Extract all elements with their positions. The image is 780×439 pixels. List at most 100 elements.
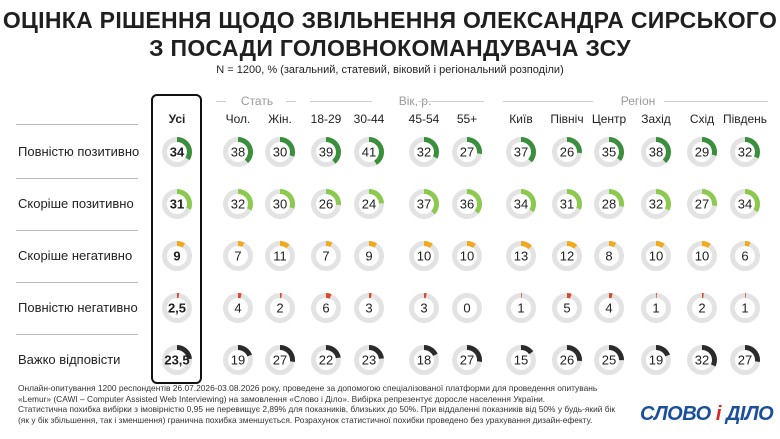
row-label: Повністю негативно: [18, 300, 138, 315]
column-header: Центр: [591, 112, 627, 126]
chart-subtitle: N = 1200, % (загальний, статевий, вікови…: [216, 64, 564, 76]
donut-arc: [162, 189, 192, 219]
donut-value-label: 1: [652, 301, 659, 316]
donut-arc: [641, 345, 671, 375]
donut-arc: [223, 137, 253, 167]
group-line: [286, 101, 296, 102]
footer-line: (як у бік збільшення, так і зменшення) г…: [18, 414, 593, 425]
title-line-1: ОЦІНКА РІШЕННЯ ЩОДО ЗВІЛЬНЕННЯ ОЛЕКСАНДР…: [2, 7, 778, 33]
donut-value-label: 24: [362, 197, 376, 212]
donut-value-label: 36: [460, 197, 474, 212]
donut-value-label: 34: [738, 197, 752, 212]
donut-value-label: 3: [420, 301, 427, 316]
donut-value-label: 1: [741, 301, 748, 316]
row-label: Скоріше негативно: [18, 248, 133, 263]
footer-line: Статистична похибка вибірки з імовірніст…: [18, 404, 616, 415]
donut-value-label: 3: [365, 301, 372, 316]
donut-arc: [162, 241, 192, 271]
donut-value-label: 2: [698, 301, 705, 316]
donut-arc: [223, 189, 253, 219]
donut-value-label: 22: [319, 353, 333, 368]
chart-title: ОЦІНКА РІШЕННЯ ЩОДО ЗВІЛЬНЕННЯ ОЛЕКСАНДР…: [0, 6, 780, 62]
column-header: Схід: [689, 112, 715, 126]
column-header: Північ: [550, 112, 584, 126]
column-header: 18-29: [310, 112, 342, 126]
donut-value-label: 32: [231, 197, 245, 212]
donut-value-label: 38: [231, 145, 245, 160]
donut-value-label: 26: [560, 145, 574, 160]
group-line: [664, 101, 768, 102]
donut-arc: [409, 189, 439, 219]
donut-arc: [552, 345, 582, 375]
donut-value-label: 26: [319, 197, 333, 212]
donut-value-label: 31: [560, 197, 574, 212]
donut-arc: [452, 241, 482, 271]
donut-value-label: 27: [460, 353, 474, 368]
donut-arc: [354, 189, 384, 219]
donut-value-label: 23: [362, 353, 376, 368]
donut-value-label: 37: [514, 145, 528, 160]
donut-value-label: 29: [695, 145, 709, 160]
donut-value-label: 32: [738, 145, 752, 160]
row-separator: [16, 230, 138, 231]
donut-value-label: 18: [417, 353, 431, 368]
row-separator: [16, 334, 138, 335]
logo: СЛОВО і ДІЛО: [640, 403, 774, 426]
donut-value-label: 6: [322, 301, 329, 316]
donut-value-label: 37: [417, 197, 431, 212]
donut-value-label: 7: [234, 249, 241, 264]
all-column-highlight: [151, 94, 202, 384]
donut-arc: [641, 189, 671, 219]
group-line: [216, 101, 226, 102]
donut-arc: [265, 189, 295, 219]
donut-arc: [162, 137, 192, 167]
row-label: Повністю позитивно: [18, 144, 140, 159]
logo-word-1: СЛОВО: [640, 403, 711, 425]
donut-arc: [506, 137, 536, 167]
donut-arc: [354, 293, 384, 323]
donut-value-label: 2,5: [168, 301, 186, 316]
column-header: Чол.: [225, 112, 251, 126]
row-label: Скоріше позитивно: [18, 196, 134, 211]
donut-value-label: 15: [514, 353, 528, 368]
title-line-2: З ПОСАДИ ГОЛОВНОКОМАНДУВАЧА ЗСУ: [149, 35, 631, 61]
donut-arc: [552, 293, 582, 323]
donut-arc: [311, 293, 341, 323]
column-header: Жін.: [268, 112, 292, 126]
donut-arc: [730, 345, 760, 375]
group-label-sex: Стать: [240, 94, 274, 108]
donut-arc: [687, 189, 717, 219]
donut-arc: [265, 137, 295, 167]
donut-track: [452, 293, 482, 323]
donut-arc: [409, 241, 439, 271]
column-header: Усі: [168, 112, 186, 126]
donut-value-label: 4: [234, 301, 241, 316]
donut-value-label: 27: [460, 145, 474, 160]
donut-arc: [594, 345, 624, 375]
donut-value-label: 10: [649, 249, 663, 264]
footer-line: Онлайн-опитування 1200 респондентів 26.0…: [18, 383, 598, 393]
methodology-note: Онлайн-опитування 1200 респондентів 26.0…: [18, 383, 618, 425]
group-line: [418, 101, 484, 102]
donut-arc: [687, 241, 717, 271]
donut-arc: [641, 137, 671, 167]
donut-arc: [223, 345, 253, 375]
donut-value-label: 19: [649, 353, 663, 368]
donut-value-label: 32: [417, 145, 431, 160]
donut-arc: [409, 293, 439, 323]
donut-value-label: 7: [322, 249, 329, 264]
donut-value-label: 9: [365, 249, 372, 264]
group-line: [310, 101, 372, 102]
donut-value-label: 30: [273, 197, 287, 212]
donut-value-label: 11: [273, 249, 287, 264]
donut-value-label: 10: [695, 249, 709, 264]
donut-arc: [594, 189, 624, 219]
donut-arc: [506, 241, 536, 271]
donut-arc: [452, 189, 482, 219]
donut-arc: [552, 189, 582, 219]
donut-value-label: 26: [560, 353, 574, 368]
donut-arc: [409, 137, 439, 167]
donut-value-label: 5: [563, 301, 570, 316]
donut-arc: [552, 241, 582, 271]
donut-value-label: 2: [276, 301, 283, 316]
